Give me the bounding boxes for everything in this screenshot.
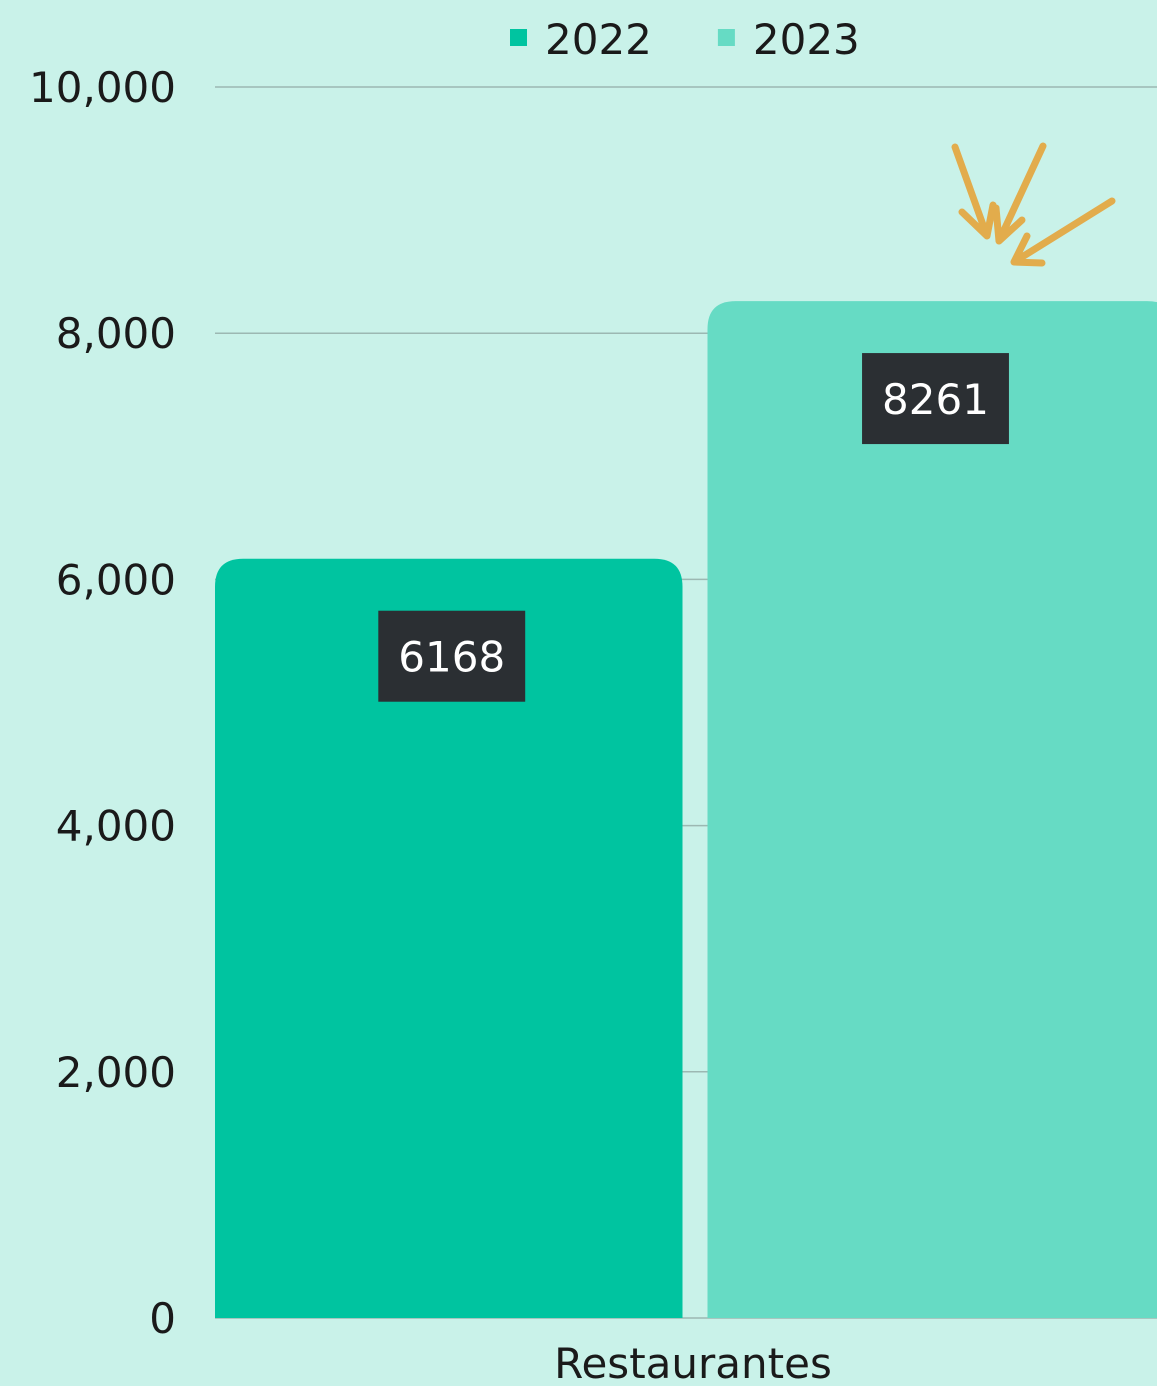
value-label-box — [378, 610, 526, 702]
legend-swatch — [717, 29, 735, 46]
arrows — [951, 142, 1116, 267]
y-tick-label: 8,000 — [56, 309, 176, 358]
value-label: 8261 — [882, 375, 989, 424]
value-label: 6168 — [398, 633, 505, 682]
labels: 0 2,000 4,000 6,000 8,000 10,000 Restaurantes 6… — [29, 15, 1009, 1386]
y-tick-label: 4,000 — [56, 802, 176, 851]
y-tick-label: 0 — [149, 1294, 176, 1343]
bar — [215, 558, 683, 1318]
y-tick-label: 6,000 — [56, 555, 176, 604]
bar — [707, 301, 1157, 1318]
y-tick-label: 2,000 — [56, 1048, 176, 1097]
y-tick-label: 10,000 — [29, 63, 176, 112]
value-label-box — [862, 353, 1009, 445]
legend-label: 2023 — [753, 15, 860, 64]
arrow — [1010, 197, 1116, 267]
legend-label: 2022 — [545, 15, 652, 64]
x-tick-label: Restaurantes — [554, 1339, 832, 1386]
legend-swatch — [510, 29, 527, 46]
arrow — [951, 143, 997, 240]
bars — [215, 301, 1157, 1318]
arrow — [992, 142, 1047, 245]
